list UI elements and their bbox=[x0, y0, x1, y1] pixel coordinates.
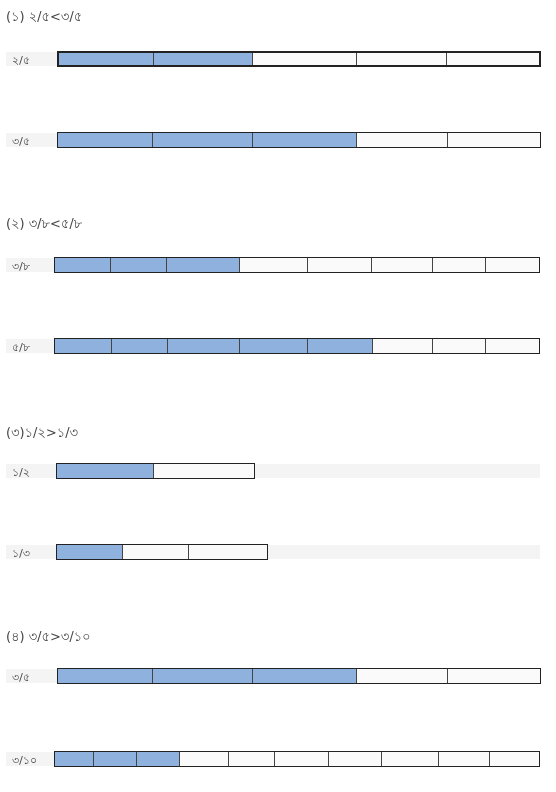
empty-part bbox=[486, 258, 539, 272]
fraction-bar bbox=[54, 751, 540, 767]
filled-part bbox=[55, 339, 112, 353]
section-heading: (১) ২/৫<৩/৫ bbox=[6, 10, 83, 25]
filled-part bbox=[55, 752, 94, 766]
empty-part bbox=[356, 53, 448, 65]
fraction-bar bbox=[56, 544, 268, 560]
filled-part bbox=[58, 669, 153, 683]
fraction-label: ৩/৫ bbox=[12, 671, 30, 684]
filled-part bbox=[153, 133, 253, 147]
fraction-bar bbox=[57, 132, 541, 148]
section-heading: (২) ৩/৮<৫/৮ bbox=[6, 217, 83, 232]
empty-part bbox=[357, 669, 448, 683]
filled-part bbox=[59, 53, 154, 65]
fraction-label: ৩/৫ bbox=[12, 135, 30, 148]
fraction-label: ১/৩ bbox=[12, 547, 30, 560]
filled-part bbox=[240, 339, 308, 353]
fraction-label: ৫/৮ bbox=[12, 341, 30, 354]
empty-part bbox=[490, 752, 539, 766]
fraction-bar bbox=[56, 463, 255, 479]
empty-part bbox=[382, 752, 439, 766]
fraction-bar bbox=[54, 257, 540, 273]
empty-part bbox=[308, 258, 372, 272]
filled-part bbox=[57, 545, 123, 559]
section-heading: (৪) ৩/৫>৩/১০ bbox=[6, 630, 91, 645]
fraction-label: ২/৫ bbox=[12, 54, 30, 67]
empty-part bbox=[447, 53, 539, 65]
empty-part bbox=[180, 752, 229, 766]
filled-part bbox=[57, 464, 154, 478]
empty-part bbox=[439, 752, 490, 766]
empty-part bbox=[154, 464, 254, 478]
empty-part bbox=[486, 339, 539, 353]
filled-part bbox=[111, 258, 167, 272]
filled-part bbox=[253, 669, 357, 683]
filled-part bbox=[168, 339, 240, 353]
empty-part bbox=[433, 258, 486, 272]
empty-part bbox=[329, 752, 382, 766]
empty-part bbox=[357, 133, 448, 147]
filled-part bbox=[137, 752, 180, 766]
fraction-bar bbox=[57, 668, 541, 684]
filled-part bbox=[94, 752, 137, 766]
filled-part bbox=[253, 133, 357, 147]
empty-part bbox=[433, 339, 486, 353]
empty-part bbox=[448, 669, 540, 683]
fraction-label: ৩/১০ bbox=[12, 754, 38, 767]
empty-part bbox=[189, 545, 267, 559]
filled-part bbox=[58, 133, 153, 147]
filled-part bbox=[55, 258, 111, 272]
section-heading: (৩)১/২>১/৩ bbox=[6, 426, 79, 441]
fraction-label: ১/২ bbox=[12, 466, 30, 479]
fraction-bar bbox=[57, 51, 541, 67]
empty-part bbox=[372, 258, 433, 272]
empty-part bbox=[253, 53, 357, 65]
filled-part bbox=[153, 669, 253, 683]
empty-part bbox=[240, 258, 308, 272]
fraction-bar bbox=[54, 338, 540, 354]
empty-part bbox=[229, 752, 275, 766]
filled-part bbox=[153, 53, 254, 65]
fraction-label: ৩/৮ bbox=[12, 260, 30, 273]
empty-part bbox=[373, 339, 433, 353]
empty-part bbox=[448, 133, 540, 147]
empty-part bbox=[123, 545, 189, 559]
filled-part bbox=[167, 258, 240, 272]
empty-part bbox=[275, 752, 329, 766]
filled-part bbox=[308, 339, 373, 353]
filled-part bbox=[112, 339, 168, 353]
